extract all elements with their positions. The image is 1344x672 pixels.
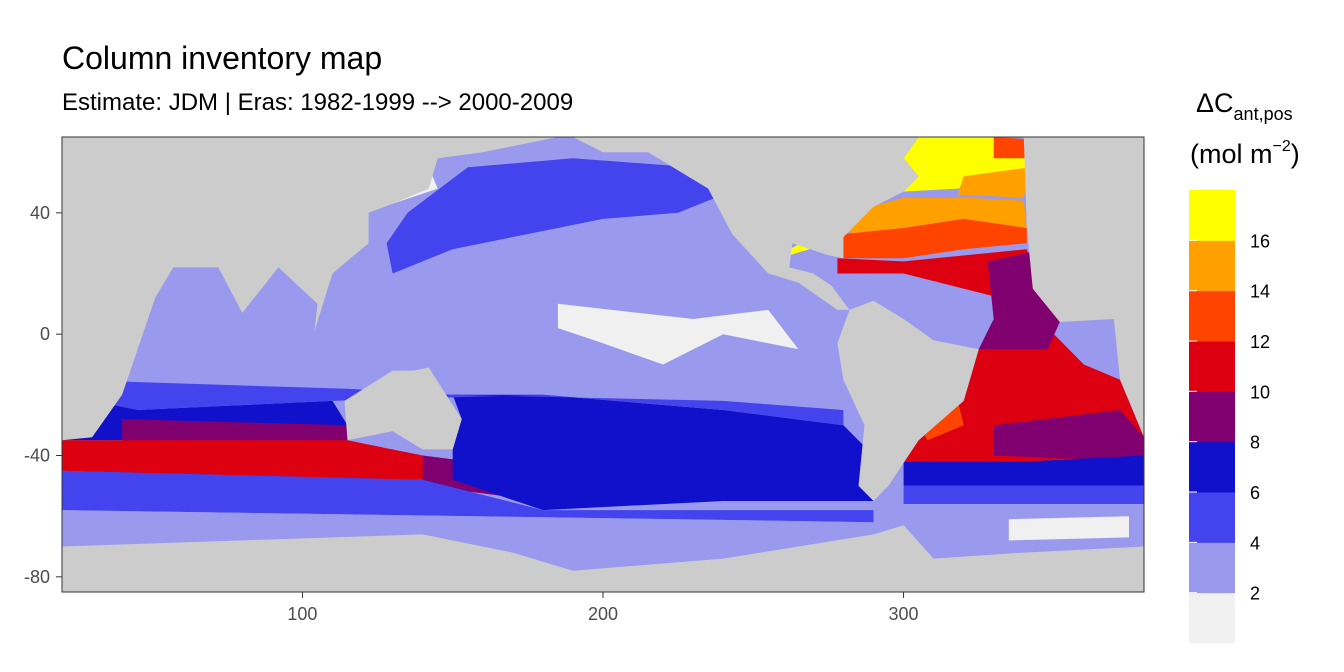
inventory-band-0-2-13 <box>1008 516 1129 541</box>
chart-title: Column inventory map <box>62 40 383 76</box>
legend-swatch <box>1189 441 1235 493</box>
y-tick-label: -40 <box>24 446 50 466</box>
inventory-band-10-12-18 <box>62 440 453 480</box>
inventory-band-4-6-24 <box>386 158 724 274</box>
legend-swatch <box>1189 190 1235 241</box>
legend-label: 2 <box>1250 584 1260 604</box>
land-3 <box>837 300 979 501</box>
legend-swatch <box>1189 391 1235 443</box>
legend-swatch <box>1189 492 1235 543</box>
legend-label: 4 <box>1250 533 1260 553</box>
x-tick-label: 100 <box>287 604 317 624</box>
inventory-band-4-6-23 <box>62 379 844 426</box>
land-2 <box>572 137 919 310</box>
legend-label: 10 <box>1250 382 1270 402</box>
inventory-band-8-10-7 <box>978 252 1060 350</box>
inventory-band-6-8-10 <box>903 455 1144 486</box>
land-1 <box>344 367 462 450</box>
inventory-band-10-12-6 <box>837 249 1144 462</box>
legend-swatch <box>1189 240 1235 292</box>
land-4 <box>1023 137 1144 438</box>
inventory-band-14-16-3 <box>957 167 1030 198</box>
legend-swatch <box>1189 542 1235 594</box>
inventory-band-12-14-5 <box>843 218 1027 259</box>
land-5 <box>62 525 1144 592</box>
land-0 <box>62 137 573 441</box>
chart-subtitle: Estimate: JDM | Eras: 1982-1999 --> 2000… <box>62 89 574 116</box>
legend: ΔCant,pos (mol m−2) 2 4 6 8 10 12 14 16 <box>1189 88 1300 644</box>
x-tick-label: 300 <box>889 604 919 624</box>
inventory-band-4-6-21 <box>62 470 874 523</box>
legend-label: 8 <box>1250 433 1260 453</box>
legend-swatch <box>1189 592 1235 644</box>
x-tick-label: 200 <box>588 604 618 624</box>
legend-units: (mol m−2) <box>1190 138 1300 169</box>
inventory-band-8-10-8 <box>993 410 1144 462</box>
inventory-band-4-6-11 <box>903 485 1144 504</box>
legend-swatch <box>1189 290 1235 342</box>
legend-label: 12 <box>1250 332 1270 352</box>
y-tick-label: 0 <box>40 324 50 344</box>
y-tick-label: -80 <box>24 567 50 587</box>
legend-swatch <box>1189 341 1235 392</box>
inventory-band-0-2-25 <box>557 303 799 365</box>
legend-label: 14 <box>1250 282 1270 302</box>
legend-label: 16 <box>1250 231 1270 251</box>
legend-label: 6 <box>1250 483 1260 503</box>
legend-title: ΔCant,pos <box>1196 88 1293 124</box>
inventory-band-2-4-22 <box>62 510 874 571</box>
inventory-band-6-8-20 <box>452 394 874 511</box>
y-tick-label: 40 <box>30 203 50 223</box>
